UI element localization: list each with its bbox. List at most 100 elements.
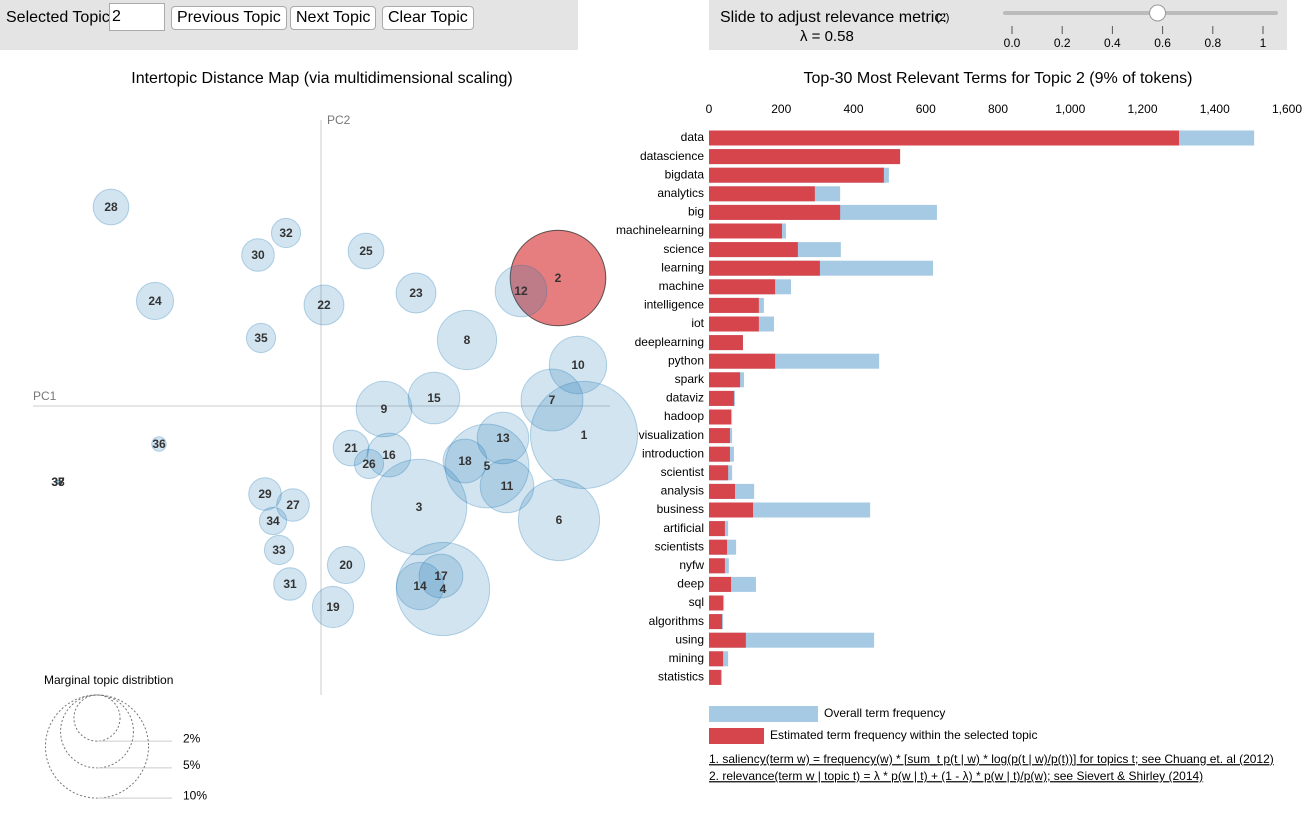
topic-bubble[interactable] bbox=[55, 479, 61, 485]
term-bar bbox=[709, 186, 815, 202]
topic-label: 9 bbox=[381, 402, 388, 416]
topic-label: 16 bbox=[382, 448, 396, 462]
topic-label: 33 bbox=[272, 543, 286, 557]
topic-bubble[interactable] bbox=[353, 448, 385, 480]
topic-bubble[interactable] bbox=[241, 238, 275, 272]
topic-bubble[interactable] bbox=[332, 429, 370, 467]
term-label: deep bbox=[677, 577, 704, 591]
term-bar bbox=[709, 483, 736, 499]
topic-bubble[interactable] bbox=[520, 368, 584, 432]
topic-bubble[interactable] bbox=[476, 411, 530, 465]
topic-label: 4 bbox=[440, 582, 447, 596]
term-bar bbox=[709, 242, 798, 258]
term-label: scientists bbox=[655, 539, 704, 553]
term-bar bbox=[709, 260, 820, 276]
topic-label: 2 bbox=[555, 271, 562, 285]
topic-label: 26 bbox=[362, 457, 376, 471]
topic-label: 20 bbox=[339, 558, 353, 572]
topic-input[interactable] bbox=[109, 3, 165, 31]
topic-bubble[interactable] bbox=[326, 545, 366, 585]
topic-bubble[interactable] bbox=[248, 477, 282, 511]
slider-panel: Slide to adjust relevance metric: (2) λ … bbox=[709, 0, 1287, 50]
topic-bubble[interactable] bbox=[436, 309, 498, 371]
x-tick-label: 1,000 bbox=[1055, 102, 1085, 116]
topic-bubble[interactable] bbox=[263, 534, 295, 566]
topic-bubble[interactable] bbox=[395, 541, 491, 637]
size-legend-circle bbox=[44, 694, 150, 799]
term-bar bbox=[709, 576, 732, 592]
topic-bubble[interactable] bbox=[395, 272, 437, 314]
topic-bubble[interactable] bbox=[370, 458, 468, 556]
topic-label: 3 bbox=[416, 500, 423, 514]
term-bar bbox=[709, 651, 724, 667]
term-label: statistics bbox=[658, 670, 704, 684]
legend-swatch bbox=[709, 728, 764, 744]
term-label: python bbox=[668, 353, 704, 367]
topic-label: 18 bbox=[458, 454, 472, 468]
topic-bubble[interactable] bbox=[135, 281, 175, 321]
term-bar bbox=[709, 279, 776, 295]
term-label: business bbox=[657, 502, 704, 516]
slider-tick-label: 0.2 bbox=[1054, 36, 1071, 50]
topic-bubble[interactable] bbox=[529, 380, 639, 490]
clear-topic-button[interactable]: Clear Topic bbox=[382, 6, 474, 30]
selected-topic-label: Selected Topic: bbox=[6, 9, 115, 26]
topic-bubble[interactable] bbox=[407, 371, 461, 425]
slider-handle[interactable] bbox=[1149, 4, 1167, 22]
topic-bubble[interactable] bbox=[517, 478, 601, 562]
topic-bubble[interactable] bbox=[418, 553, 464, 599]
term-label: nyfw bbox=[679, 558, 704, 572]
topic-label: 37 bbox=[51, 475, 65, 489]
x-tick-label: 400 bbox=[843, 102, 863, 116]
topic-bubble[interactable] bbox=[273, 567, 307, 601]
topic-bubble[interactable] bbox=[494, 264, 548, 318]
topic-bubble[interactable] bbox=[347, 232, 385, 270]
topic-label: 31 bbox=[283, 577, 297, 591]
term-bar bbox=[709, 149, 901, 165]
chart-title: Intertopic Distance Map (via multidimens… bbox=[131, 70, 513, 87]
topic-label: 10 bbox=[571, 358, 585, 372]
topic-bubble[interactable] bbox=[92, 188, 130, 226]
term-label: sql bbox=[689, 595, 704, 609]
term-label: introduction bbox=[642, 446, 704, 460]
topic-bubble[interactable] bbox=[55, 479, 61, 485]
topic-bubble[interactable] bbox=[151, 436, 167, 452]
topic-bubble[interactable] bbox=[509, 229, 607, 327]
topic-bubble[interactable] bbox=[366, 432, 412, 478]
topic-label: 35 bbox=[254, 331, 268, 345]
topic-bubble[interactable] bbox=[270, 217, 302, 249]
topic-bubble[interactable] bbox=[245, 322, 277, 354]
topic-bubble[interactable] bbox=[258, 506, 288, 536]
topic-bubble[interactable] bbox=[444, 423, 530, 509]
legend-label: Overall term frequency bbox=[824, 706, 945, 720]
topic-label: 22 bbox=[317, 298, 331, 312]
term-bar bbox=[709, 204, 841, 220]
topic-bubble[interactable] bbox=[276, 488, 310, 522]
topic-label: 27 bbox=[286, 498, 300, 512]
term-label: analytics bbox=[657, 186, 704, 200]
topic-bubble[interactable] bbox=[303, 284, 345, 326]
term-bar bbox=[709, 614, 723, 630]
term-bar bbox=[709, 502, 754, 518]
term-bar bbox=[709, 167, 884, 183]
slider-tick-label: 0.6 bbox=[1154, 36, 1171, 50]
previous-topic-button[interactable]: Previous Topic bbox=[171, 6, 287, 30]
topic-label: 36 bbox=[152, 437, 166, 451]
next-topic-button[interactable]: Next Topic bbox=[290, 6, 377, 30]
topic-bubble[interactable] bbox=[355, 380, 413, 438]
topic-bubble[interactable] bbox=[479, 458, 535, 514]
topic-label: 11 bbox=[501, 479, 514, 493]
topic-bubble[interactable] bbox=[395, 561, 445, 611]
term-label: dataviz bbox=[666, 391, 704, 405]
term-bar bbox=[709, 316, 759, 332]
term-label: hadoop bbox=[664, 409, 704, 423]
term-label: data bbox=[681, 130, 705, 144]
topic-bubble[interactable] bbox=[442, 438, 488, 484]
topic-bubble[interactable] bbox=[548, 335, 608, 395]
size-legend-label: 5% bbox=[183, 758, 201, 772]
footnote: 2. relevance(term w | topic t) = λ * p(w… bbox=[709, 769, 1203, 783]
term-label: learning bbox=[661, 260, 704, 274]
term-label: datascience bbox=[640, 149, 704, 163]
topic-bubble[interactable] bbox=[311, 585, 355, 629]
